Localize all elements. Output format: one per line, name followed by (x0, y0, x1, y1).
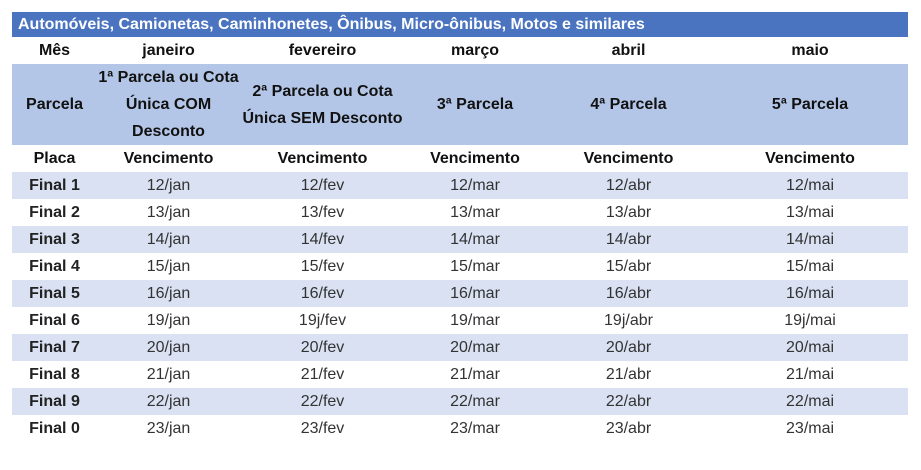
cell: 16/jan (97, 280, 240, 307)
cell: 16/mai (712, 280, 909, 307)
cell: 13/mai (786, 203, 835, 221)
cell: 21/abr (605, 365, 652, 383)
table-row: Final 9 22/jan 22/fev 22/mar 22/abr 22/mai (12, 388, 909, 415)
cell: 12/fev (240, 172, 405, 199)
cell: 20/mar (405, 334, 545, 361)
cell: 16/abr (545, 280, 712, 307)
cell: 15/jan (146, 257, 191, 275)
cell: 12/mai (712, 172, 909, 199)
cell: Vencimento (583, 149, 674, 167)
cell: 13/mar (450, 203, 500, 221)
cell: 22/fev (240, 388, 405, 415)
cell: Parcela (12, 64, 97, 145)
cell: 21/mai (786, 365, 835, 383)
table-row: Final 2 13/jan 13/fev 13/mar 13/abr 13/mai (12, 199, 908, 226)
cell: 22/jan (97, 388, 240, 415)
cell: 21/fev (300, 365, 345, 383)
cell: 3ª Parcela (405, 64, 545, 145)
month-header-row: Mês janeiro fevereiro março abril maio (12, 37, 908, 64)
cell: 22/abr (545, 388, 712, 415)
vencimento-header-row: Placa Vencimento Vencimento Vencimento Venci… (12, 145, 908, 172)
cell: Final 9 (12, 388, 97, 415)
cell: 12/mar (405, 172, 545, 199)
cell: 23/abr (605, 419, 652, 437)
cell: 20/abr (545, 334, 712, 361)
cell: 4ª Parcela (545, 64, 712, 145)
cell: 15/abr (605, 257, 652, 275)
table-row: Final 1 12/jan 12/fev 12/mar 12/abr 12/mai (12, 172, 909, 199)
table-row: Final 3 14/jan 14/fev 14/mar 14/abr 14/mai (12, 226, 909, 253)
cell: 23/jan (146, 419, 191, 437)
cell: 15/mai (786, 257, 835, 275)
cell: 20/fev (240, 334, 405, 361)
table-row: Final 5 16/jan 16/fev 16/mar 16/abr 16/mai (12, 280, 909, 307)
cell: Final 6 (29, 311, 80, 329)
cell: 13/abr (605, 203, 652, 221)
cell: 5ª Parcela (712, 64, 909, 145)
cell: Mês (38, 41, 71, 59)
cell: Vencimento (123, 149, 214, 167)
cell: Placa (33, 149, 76, 167)
cell: 19j/fev (298, 311, 347, 329)
table-title: Automóveis, Camionetas, Caminhonetes, Ôn… (12, 12, 909, 37)
cell: maio (791, 41, 829, 59)
cell: Final 5 (12, 280, 97, 307)
cell: 1ª Parcela ou Cota Única COM Desconto (97, 64, 240, 145)
cell: 14/fev (240, 226, 405, 253)
cell: 21/mar (450, 365, 500, 383)
parcela-header-row: Parcela 1ª Parcela ou Cota Única COM Desc… (12, 64, 909, 145)
cell: 16/mar (405, 280, 545, 307)
cell: 19/mar (450, 311, 500, 329)
cell: Final 2 (29, 203, 80, 221)
cell: 16/fev (240, 280, 405, 307)
cell: 13/fev (300, 203, 345, 221)
table-row: Final 8 21/jan 21/fev 21/mar 21/abr 21/mai (12, 361, 908, 388)
cell: 15/fev (300, 257, 345, 275)
cell: Vencimento (277, 149, 368, 167)
cell: 14/abr (545, 226, 712, 253)
cell: 20/mai (712, 334, 909, 361)
cell: Final 8 (29, 365, 80, 383)
cell: Final 0 (29, 419, 80, 437)
cell: 23/fev (300, 419, 345, 437)
cell: Final 7 (12, 334, 97, 361)
cell: abril (611, 41, 646, 59)
cell: 19j/abr (604, 311, 653, 329)
cell: Final 3 (12, 226, 97, 253)
cell: Vencimento (430, 149, 520, 167)
cell: 22/mai (712, 388, 909, 415)
cell: março (450, 41, 500, 59)
cell: 20/jan (97, 334, 240, 361)
cell: 23/mar (450, 419, 500, 437)
cell: 13/jan (146, 203, 191, 221)
due-dates-table: Automóveis, Camionetas, Caminhonetes, Ôn… (12, 12, 909, 442)
table-row: Final 6 19/jan 19j/fev 19/mar 19j/abr 19j/mai (12, 307, 908, 334)
cell: 14/mar (405, 226, 545, 253)
cell: 12/jan (97, 172, 240, 199)
cell: 19j/mai (784, 311, 836, 329)
cell: 15/mar (450, 257, 500, 275)
cell: 12/abr (545, 172, 712, 199)
table-row: Final 0 23/jan 23/fev 23/mar 23/abr 23/mai (12, 415, 908, 442)
cell: 23/mai (786, 419, 835, 437)
cell: Final 4 (29, 257, 80, 275)
cell: fevereiro (288, 41, 357, 59)
cell: 22/mar (405, 388, 545, 415)
cell: Final 1 (12, 172, 97, 199)
cell: 19/jan (146, 311, 191, 329)
cell: 14/jan (97, 226, 240, 253)
cell: Vencimento (765, 149, 855, 167)
cell: janeiro (142, 41, 195, 59)
cell: 2ª Parcela ou Cota Única SEM Desconto (240, 64, 405, 145)
table-row: Final 7 20/jan 20/fev 20/mar 20/abr 20/mai (12, 334, 909, 361)
cell: 21/jan (146, 365, 191, 383)
cell: 14/mai (712, 226, 909, 253)
table-row: Final 4 15/jan 15/fev 15/mar 15/abr 15/mai (12, 253, 908, 280)
